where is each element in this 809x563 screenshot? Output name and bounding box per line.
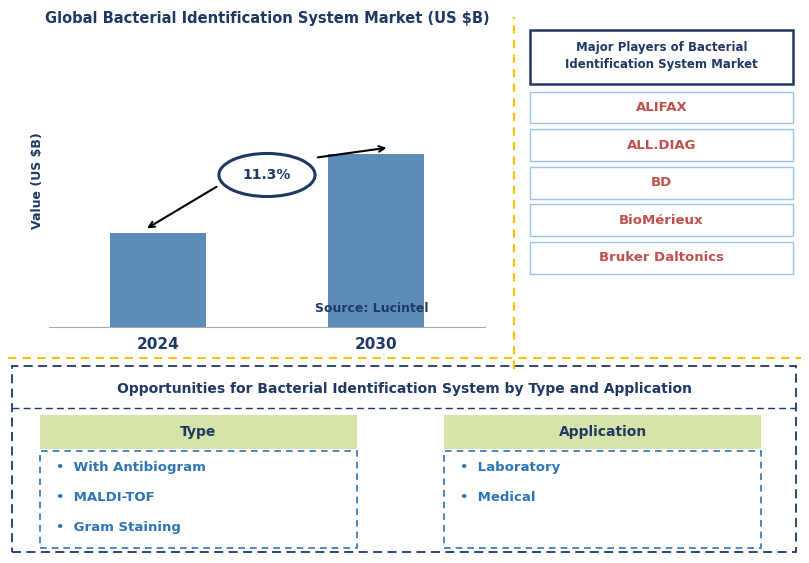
Text: •  Gram Staining: • Gram Staining [56,521,180,534]
Text: Application: Application [558,425,647,439]
FancyBboxPatch shape [12,366,796,552]
Title: Global Bacterial Identification System Market (US $B): Global Bacterial Identification System M… [44,11,489,26]
Text: •  MALDI-TOF: • MALDI-TOF [56,491,155,504]
FancyBboxPatch shape [530,167,793,199]
Text: ALL.DIAG: ALL.DIAG [627,138,696,151]
FancyBboxPatch shape [530,30,793,84]
FancyBboxPatch shape [40,414,357,449]
Text: •  Medical: • Medical [460,491,536,504]
Text: 11.3%: 11.3% [243,168,291,182]
Y-axis label: Value (US $B): Value (US $B) [32,132,44,229]
FancyBboxPatch shape [530,129,793,161]
FancyBboxPatch shape [530,242,793,274]
FancyBboxPatch shape [40,450,357,548]
Text: Major Players of Bacterial
Identification System Market: Major Players of Bacterial Identificatio… [565,41,758,71]
Text: Bruker Daltonics: Bruker Daltonics [599,251,724,264]
Text: •  With Antibiogram: • With Antibiogram [56,461,205,473]
Bar [110,234,205,327]
FancyBboxPatch shape [530,92,793,123]
FancyBboxPatch shape [444,414,761,449]
Bar [328,154,424,327]
Text: BioMérieux: BioMérieux [619,214,704,227]
Text: BD: BD [650,176,672,189]
Text: Opportunities for Bacterial Identification System by Type and Application: Opportunities for Bacterial Identificati… [117,382,692,396]
Text: Source: Lucintel: Source: Lucintel [316,302,429,315]
Text: ALIFAX: ALIFAX [636,101,687,114]
Text: •  Laboratory: • Laboratory [460,461,561,473]
FancyBboxPatch shape [530,204,793,236]
Text: Type: Type [180,425,217,439]
FancyBboxPatch shape [444,450,761,548]
